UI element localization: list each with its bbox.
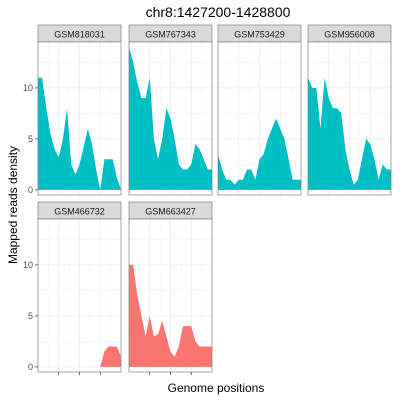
facet-panel: GSM767343 xyxy=(128,24,213,196)
facet-panel: GSM818031 0 5 10 xyxy=(23,24,122,196)
facet-panels: GSM818031 0 5 10 GSM767343 GSM753429 GSM956008… xyxy=(23,24,392,375)
facet-strip-label: GSM753429 xyxy=(234,30,285,40)
area-series xyxy=(218,118,301,190)
facet-panel: GSM956008 xyxy=(307,24,392,196)
area-series xyxy=(308,77,391,190)
x-axis-label: Genome positions xyxy=(168,381,265,395)
y-tick-label: 5 xyxy=(28,134,33,144)
area-series xyxy=(38,346,121,367)
panel-border xyxy=(307,41,392,196)
facet-strip-label: GSM956008 xyxy=(324,30,375,40)
panel-border xyxy=(128,41,213,196)
facet-panel: GSM466732 0 5 10 xyxy=(23,201,122,375)
y-tick-label: 10 xyxy=(23,83,33,93)
y-tick-label: 5 xyxy=(28,311,33,321)
facet-strip-label: GSM767343 xyxy=(145,30,196,40)
y-tick-label: 0 xyxy=(28,185,33,195)
panel-border xyxy=(37,41,122,196)
facet-strip-label: GSM818031 xyxy=(54,30,105,40)
y-tick-label: 0 xyxy=(28,362,33,372)
facet-panel: GSM663427 xyxy=(128,201,213,375)
area-series xyxy=(129,264,212,367)
facet-strip-label: GSM663427 xyxy=(145,207,196,217)
facet-panel: GSM753429 xyxy=(217,24,302,196)
area-series xyxy=(38,77,121,190)
area-series xyxy=(129,47,212,190)
y-axis-label: Mapped reads density xyxy=(6,146,20,264)
chart-title: chr8:1427200-1428800 xyxy=(146,4,291,20)
panel-border xyxy=(217,41,302,196)
facet-strip-label: GSM466732 xyxy=(54,207,105,217)
y-tick-label: 10 xyxy=(23,260,33,270)
